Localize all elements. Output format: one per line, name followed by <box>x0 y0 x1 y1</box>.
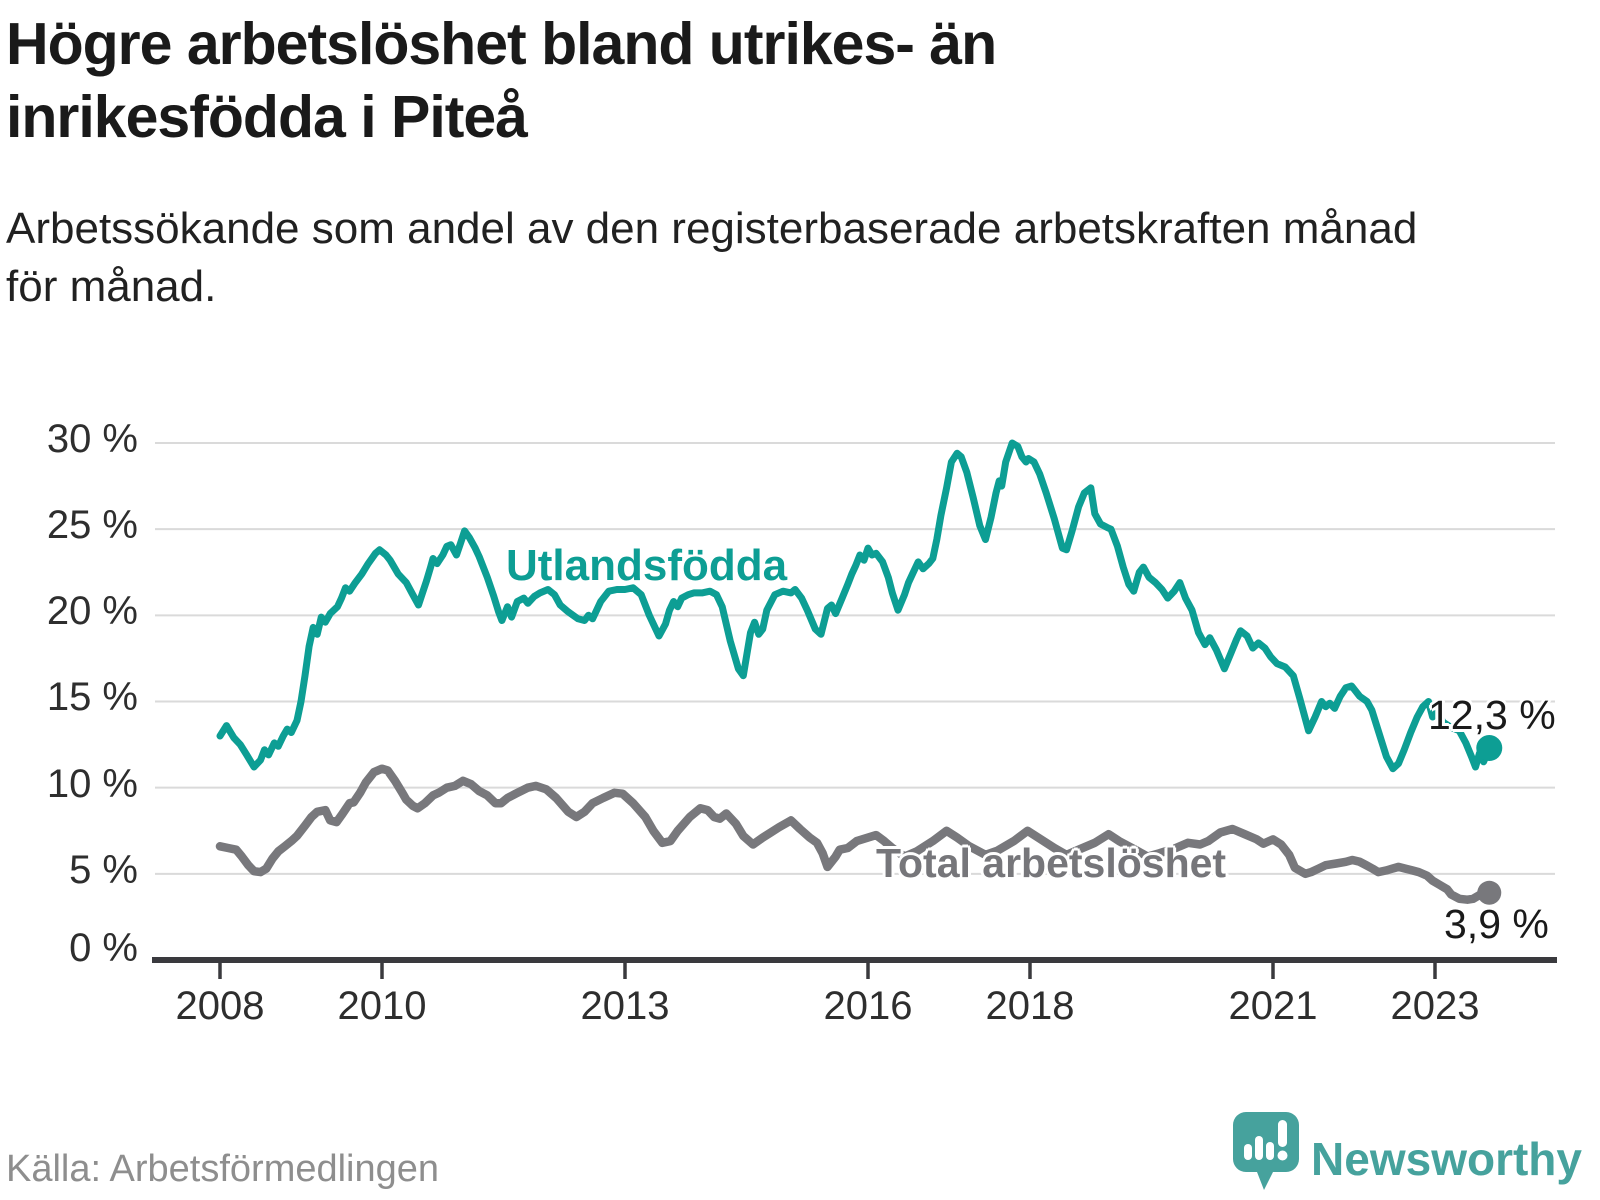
x-axis-label: 2021 <box>1228 984 1318 1028</box>
chart-subtitle: Arbetssökande som andel av den registerb… <box>6 200 1417 316</box>
series-end-dot <box>1476 735 1503 762</box>
series-label-utlandsfodda: Utlandsfödda <box>506 541 788 590</box>
x-axis-label: 2023 <box>1390 984 1480 1028</box>
y-axis-label: 30 % <box>46 417 138 461</box>
newsworthy-logo-icon <box>1233 1112 1300 1190</box>
y-axis-label: 25 % <box>46 503 138 547</box>
source-note: Källa: Arbetsförmedlingen <box>6 1148 440 1190</box>
series-end-dot <box>1477 880 1502 905</box>
y-axis-label: 15 % <box>46 675 138 719</box>
y-axis-label: 20 % <box>46 589 138 633</box>
x-axis-label: 2010 <box>337 984 427 1028</box>
x-axis-label: 2008 <box>175 984 265 1028</box>
series-line <box>216 439 1493 773</box>
y-axis-label: 5 % <box>69 848 138 892</box>
y-axis-label: 10 % <box>46 762 138 806</box>
end-value-label-utlandsfodda: 12,3 % <box>1428 692 1556 738</box>
newsworthy-brand: Newsworthy <box>1233 1112 1582 1192</box>
page-title-line: inrikesfödda i Piteå <box>6 84 528 150</box>
y-axis-label: 0 % <box>69 926 138 970</box>
x-axis-label: 2016 <box>823 984 913 1028</box>
series-line <box>215 764 1494 904</box>
x-axis-label: 2018 <box>985 984 1075 1028</box>
page-title: Högre arbetslöshet bland utrikes- än inr… <box>6 8 997 154</box>
series-label-total-arbetsloshet: Total arbetslöshet <box>876 840 1227 886</box>
x-axis-label: 2013 <box>580 984 670 1028</box>
page-title-line: Högre arbetslöshet bland utrikes- än <box>6 11 997 77</box>
newsworthy-logo-text: Newsworthy <box>1311 1133 1582 1185</box>
end-value-label-total: 3,9 % <box>1444 901 1549 947</box>
chart-subtitle-line: Arbetssökande som andel av den registerb… <box>6 204 1418 253</box>
chart-subtitle-line: för månad. <box>6 262 217 311</box>
